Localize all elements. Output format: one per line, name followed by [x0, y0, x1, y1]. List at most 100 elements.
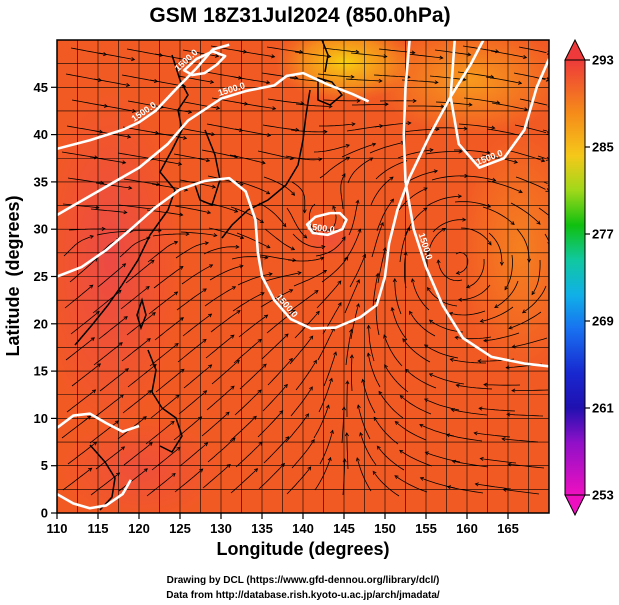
- streamline-arrow: [208, 364, 213, 369]
- streamline-arrow: [468, 102, 473, 107]
- height-contour-line: [182, 50, 227, 77]
- streamline: [182, 313, 212, 337]
- streamline-arrow: [429, 148, 434, 153]
- coastline-japan: [221, 89, 311, 239]
- streamline-arrow: [176, 446, 181, 451]
- x-tick-label: 150: [374, 521, 396, 536]
- streamline-arrow: [546, 131, 549, 135]
- streamline: [432, 219, 466, 233]
- streamline-arrow: [125, 82, 131, 87]
- streamline-arrow: [157, 228, 162, 233]
- streamline: [483, 384, 521, 386]
- colorbar-max-arrow: [564, 38, 586, 61]
- streamline: [231, 256, 268, 260]
- streamline-arrow: [372, 470, 377, 475]
- streamline: [447, 486, 484, 494]
- streamline: [90, 472, 120, 496]
- streamline: [235, 441, 263, 468]
- streamline: [395, 421, 427, 441]
- streamline: [70, 311, 100, 335]
- colorbar-tick-label: 277: [592, 227, 614, 242]
- streamline: [65, 337, 95, 361]
- streamline-arrow: [90, 337, 95, 342]
- streamline-arrow: [327, 54, 332, 59]
- streamline-arrow: [179, 212, 184, 217]
- streamline: [345, 329, 352, 366]
- streamline-arrow: [289, 289, 294, 293]
- streamline-arrow: [120, 446, 126, 451]
- streamline: [488, 232, 503, 266]
- x-tick-label: 125: [169, 521, 191, 536]
- streamline-arrow: [284, 333, 289, 338]
- streamline-arrow: [345, 144, 351, 148]
- streamline-arrow: [101, 226, 106, 231]
- streamline-arrow: [230, 385, 235, 390]
- streamline: [460, 175, 496, 181]
- streamline-arrow: [328, 104, 333, 109]
- streamline: [317, 73, 354, 78]
- streamline-arrow: [291, 309, 296, 314]
- streamline: [285, 413, 309, 443]
- streamline: [319, 123, 355, 127]
- streamline: [408, 105, 445, 108]
- streamline-arrow: [262, 363, 267, 368]
- streamline-arrow: [187, 109, 193, 114]
- streamline: [362, 379, 376, 414]
- streamline-arrow: [96, 363, 102, 368]
- streamline-arrow: [123, 210, 128, 215]
- streamline: [93, 342, 123, 366]
- streamline-arrow: [479, 456, 484, 461]
- x-tick-label: 135: [251, 521, 273, 536]
- x-tick-label: 160: [456, 521, 478, 536]
- streamline-arrow: [382, 246, 387, 252]
- streamline: [90, 208, 127, 213]
- streamline-arrow: [180, 368, 185, 373]
- streamline-arrow: [148, 442, 153, 447]
- streamline-arrow: [407, 121, 412, 126]
- streamline-arrow: [327, 456, 332, 462]
- streamline: [62, 203, 99, 209]
- streamline: [317, 327, 335, 361]
- streamline: [485, 76, 522, 84]
- streamline-arrow: [355, 49, 360, 54]
- streamline-arrow: [260, 292, 265, 296]
- streamline-arrow: [95, 205, 100, 210]
- cool-region-center: [300, 220, 360, 260]
- streamline: [452, 460, 489, 468]
- streamline: [235, 180, 270, 195]
- streamline: [173, 153, 210, 162]
- colorbar-tick-label: 293: [592, 53, 614, 68]
- streamline: [344, 279, 360, 314]
- streamline-arrow: [423, 187, 428, 192]
- streamline: [341, 407, 345, 444]
- coastline-borneo: [89, 444, 116, 511]
- streamline: [66, 389, 96, 413]
- streamline: [99, 104, 136, 112]
- x-tick-label: 120: [128, 521, 150, 536]
- streamline-arrow: [356, 303, 360, 308]
- streamline-arrow: [179, 266, 184, 270]
- colorbar-tick-label: 269: [592, 314, 614, 329]
- streamline: [356, 457, 372, 492]
- y-tick-label: 0: [41, 506, 48, 521]
- streamline-arrow: [214, 53, 220, 58]
- streamline: [178, 390, 207, 415]
- streamline: [406, 53, 443, 59]
- streamline: [155, 105, 192, 113]
- colorbar-tick-label: 261: [592, 401, 614, 416]
- y-tick-label: 45: [34, 80, 48, 95]
- streamline: [294, 51, 331, 57]
- streamline: [308, 203, 320, 235]
- streamline: [538, 207, 549, 216]
- credit-data: Data from http://database.rish.kyoto-u.a…: [166, 590, 440, 601]
- streamline-arrow: [215, 105, 221, 110]
- streamline-arrow: [264, 255, 269, 260]
- streamline-arrow: [186, 57, 192, 62]
- streamline: [232, 292, 265, 312]
- streamline: [346, 432, 349, 470]
- streamline-arrow: [390, 306, 395, 312]
- streamline-arrow: [457, 194, 463, 199]
- streamline: [399, 227, 410, 263]
- streamline-arrow: [504, 286, 509, 291]
- colorbar-tick-label: 253: [592, 488, 614, 503]
